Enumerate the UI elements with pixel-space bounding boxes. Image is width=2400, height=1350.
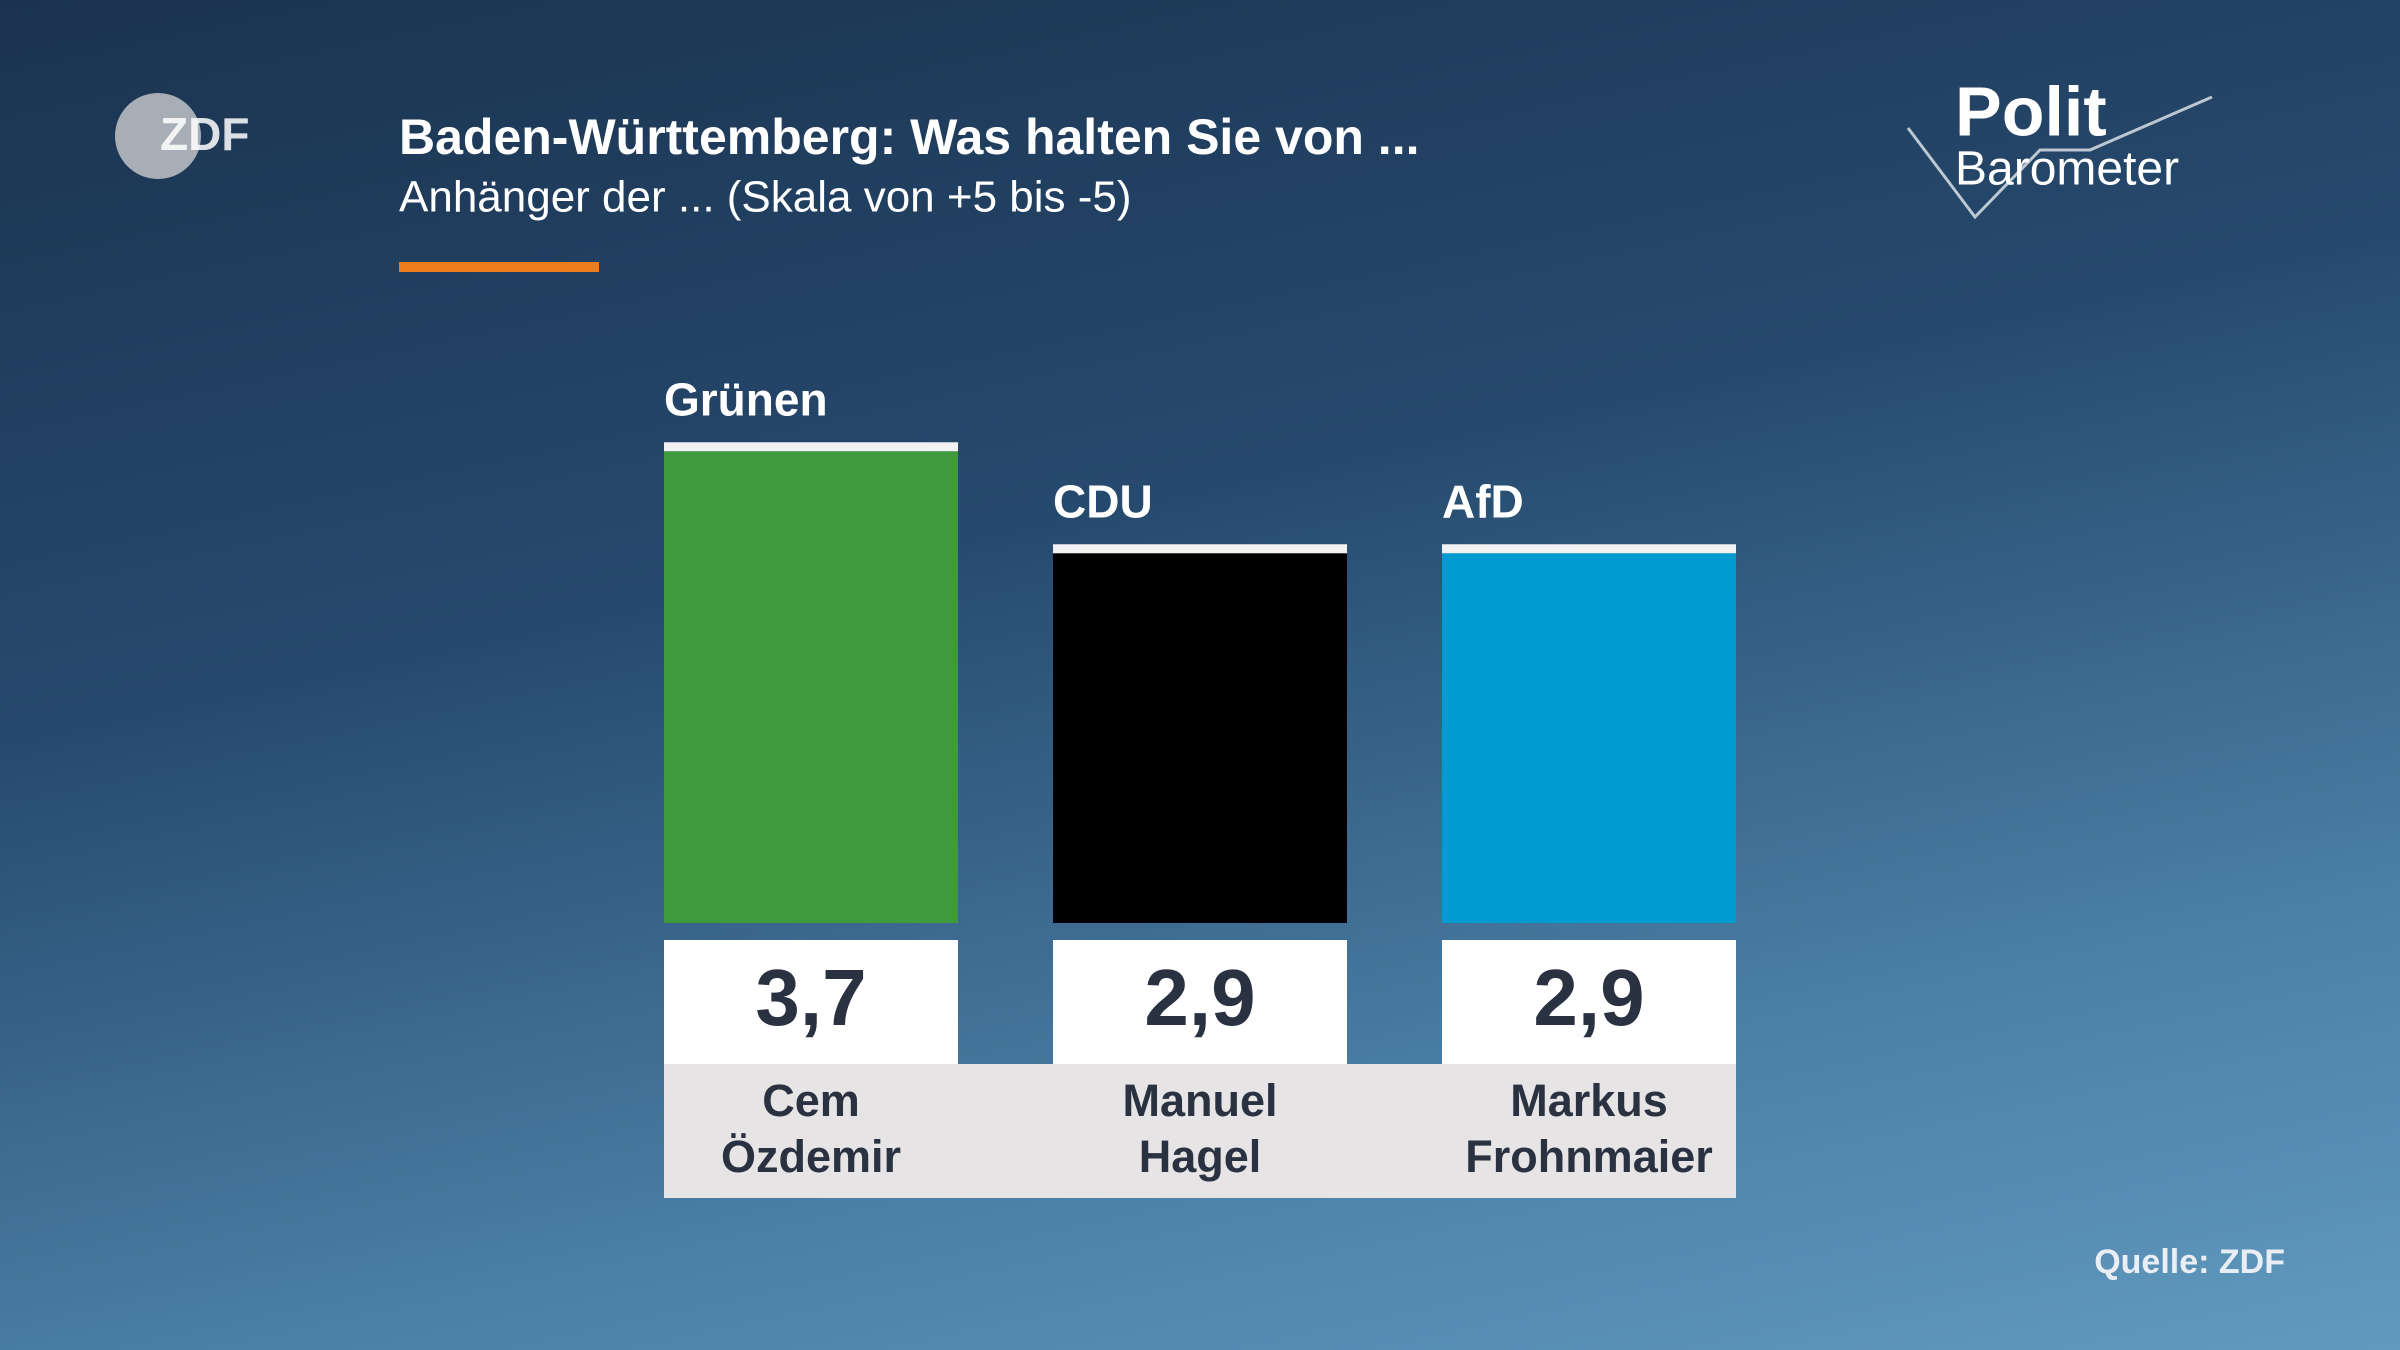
chart-subtitle: Anhänger der ... (Skala von +5 bis -5) [399,173,1132,222]
accent-bar [399,262,599,272]
bar [1053,553,1347,923]
source: Quelle: ZDF [2094,1243,2285,1281]
logo-circle [115,93,201,179]
bar-cap [1442,544,1736,554]
logo-barometer: Barometer [1955,143,2179,196]
value-label: 2,9 [1533,953,1644,1042]
bar-cap [664,442,958,452]
logo-zdf: ZDF [160,108,249,160]
value-box [664,940,958,1064]
candidate-first: Manuel [1122,1075,1277,1126]
candidate-first: Markus [1510,1075,1668,1126]
category-label: CDU [1053,475,1153,527]
candidate-last: Frohnmaier [1465,1131,1713,1182]
value-box [1053,940,1347,1064]
value-box [1442,940,1736,1064]
candidate-last: Özdemir [721,1131,901,1182]
category-label: Grünen [664,373,828,425]
candidate-last: Hagel [1139,1131,1262,1182]
chart-title: Baden-Württemberg: Was halten Sie von ..… [399,109,1419,165]
name-panel [664,1064,1736,1198]
bar [1442,553,1736,923]
logo-check [1906,95,2213,220]
category-label: AfD [1442,475,1524,527]
bar-cap [1053,544,1347,554]
value-label: 2,9 [1144,953,1255,1042]
bar [664,451,958,923]
logo-polit: Polit [1955,72,2107,150]
candidate-first: Cem [762,1075,860,1126]
value-label: 3,7 [755,953,866,1042]
